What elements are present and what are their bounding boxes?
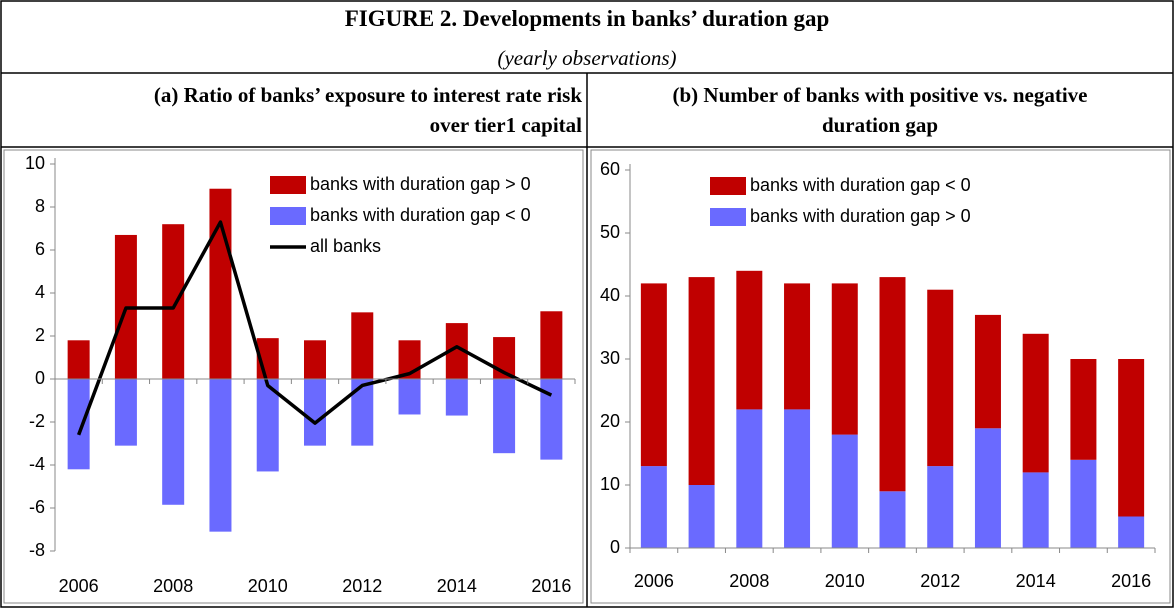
x-tick-label: 2016: [1111, 571, 1151, 591]
y-tick-label: 0: [35, 368, 45, 388]
bar-segment: [784, 283, 811, 410]
bar: [67, 340, 90, 379]
y-tick-label: 60: [600, 159, 620, 179]
bar-segment: [640, 283, 667, 467]
bar: [351, 379, 374, 446]
y-tick-label: 50: [600, 222, 620, 242]
x-tick-label: 2012: [920, 571, 960, 591]
panel-title: (b) Number of banks with positive vs. ne…: [672, 83, 1088, 137]
bar-segment: [736, 409, 763, 548]
bar-segment: [1070, 359, 1097, 460]
x-tick-label: 2014: [1016, 571, 1056, 591]
bar: [162, 379, 185, 505]
x-tick-label: 2010: [248, 576, 288, 596]
y-tick-label: 0: [610, 537, 620, 557]
bar: [540, 379, 563, 460]
plot-frame: [590, 149, 1171, 604]
y-tick-label: 10: [25, 153, 45, 173]
y-tick-label: 4: [35, 282, 45, 302]
plot-frame: [3, 149, 584, 604]
bar-segment: [879, 491, 906, 548]
bar: [304, 379, 326, 446]
y-tick-label: 30: [600, 348, 620, 368]
x-tick-label: 2006: [59, 576, 99, 596]
bar: [351, 312, 374, 379]
bar-segment: [736, 270, 763, 410]
bar-segment: [927, 466, 954, 548]
bar: [398, 379, 421, 415]
legend-swatch: [270, 176, 306, 194]
bar: [445, 323, 468, 379]
bar: [256, 379, 279, 472]
x-tick-label: 2012: [342, 576, 382, 596]
bar-segment: [688, 277, 715, 485]
x-tick-label: 2010: [825, 571, 865, 591]
legend-label: banks with duration gap < 0: [310, 205, 531, 225]
legend-swatch: [270, 207, 306, 225]
bar-segment: [974, 314, 1001, 429]
bar-segment: [1022, 472, 1049, 548]
bar-segment: [784, 409, 811, 548]
y-tick-label: -2: [29, 411, 45, 431]
bar: [493, 379, 516, 454]
bar-segment: [640, 466, 667, 548]
bar: [67, 379, 90, 470]
y-tick-label: -6: [29, 497, 45, 517]
x-tick-label: 2006: [634, 571, 674, 591]
bar-segment: [879, 277, 906, 492]
y-tick-label: 20: [600, 411, 620, 431]
bar-segment: [927, 289, 954, 467]
y-tick-label: -8: [29, 540, 45, 560]
bar-segment: [974, 428, 1001, 548]
y-tick-label: 8: [35, 196, 45, 216]
bar: [162, 224, 185, 379]
bar-segment: [1022, 333, 1049, 473]
x-tick-label: 2016: [531, 576, 571, 596]
y-tick-label: 6: [35, 239, 45, 259]
legend-label: banks with duration gap > 0: [750, 206, 971, 226]
bar-segment: [831, 283, 858, 435]
bar: [304, 340, 326, 379]
figure-title: FIGURE 2. Developments in banks’ duratio…: [344, 6, 830, 31]
y-tick-label: 40: [600, 285, 620, 305]
y-tick-label: -4: [29, 454, 45, 474]
legend-label: banks with duration gap < 0: [750, 175, 971, 195]
bar: [209, 379, 232, 532]
bar: [540, 311, 563, 379]
legend-swatch: [710, 208, 746, 226]
bar-segment: [688, 485, 715, 548]
bar-segment: [1070, 459, 1097, 548]
bar-segment: [1118, 359, 1145, 517]
x-tick-label: 2008: [153, 576, 193, 596]
x-tick-label: 2008: [729, 571, 769, 591]
bar: [445, 379, 468, 416]
x-tick-label: 2014: [437, 576, 477, 596]
legend-swatch: [710, 177, 746, 195]
bar: [114, 379, 137, 446]
bar-segment: [831, 434, 858, 548]
legend-label: banks with duration gap > 0: [310, 174, 531, 194]
bar-segment: [1118, 516, 1145, 548]
figure-subtitle: (yearly observations): [497, 46, 677, 70]
y-tick-label: 2: [35, 325, 45, 345]
y-tick-label: 10: [600, 474, 620, 494]
legend-label: all banks: [310, 236, 381, 256]
line: [76, 220, 553, 436]
panel-title: (a) Ratio of banks’ exposure to interest…: [153, 83, 582, 137]
bar: [209, 188, 232, 379]
